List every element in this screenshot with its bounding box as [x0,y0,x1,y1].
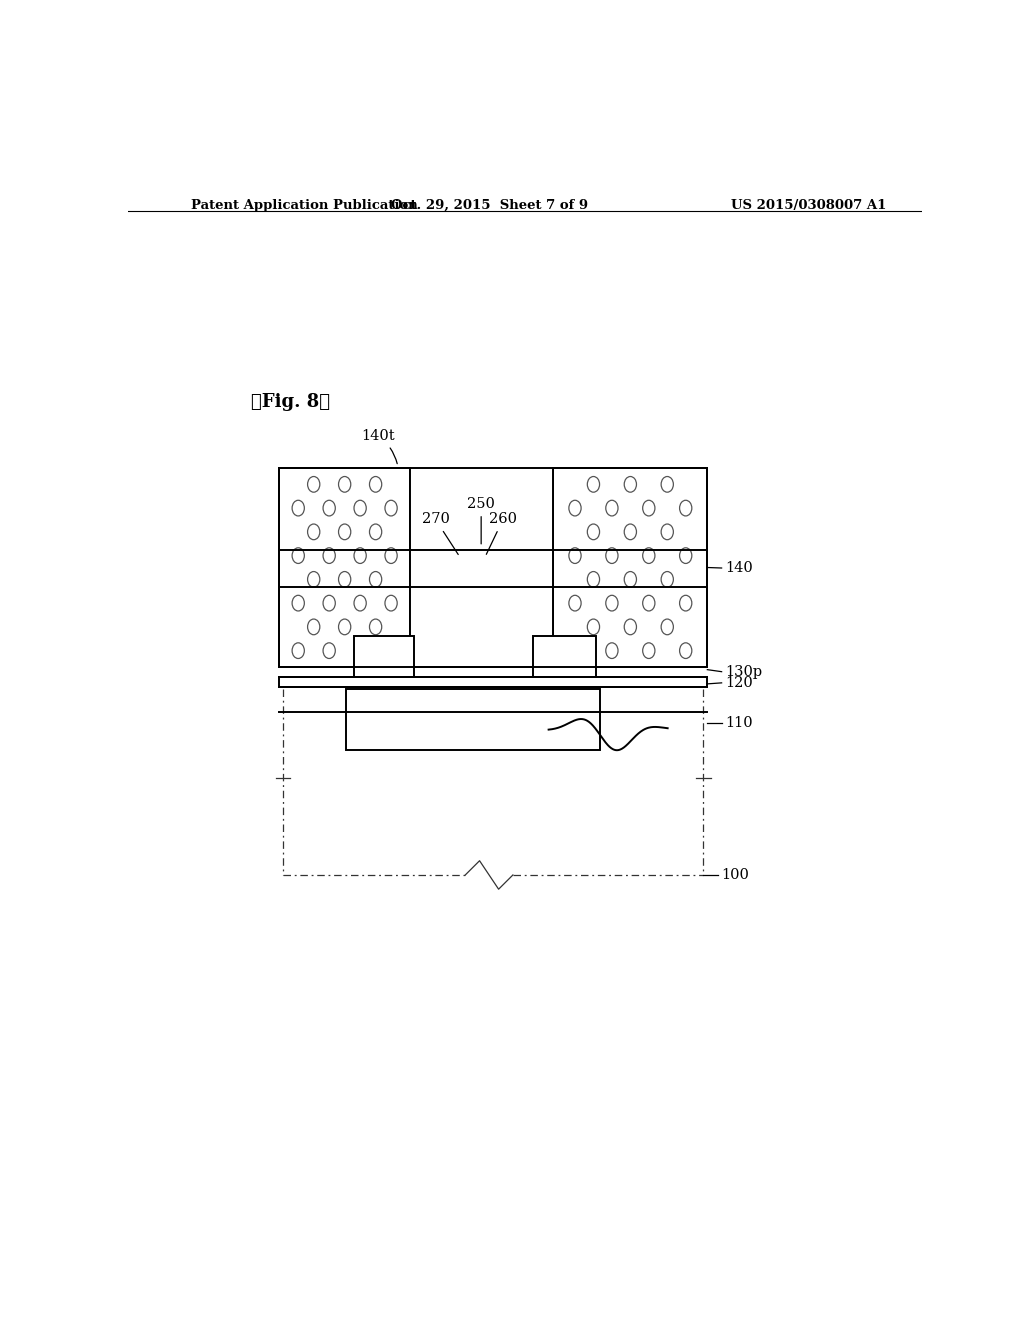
Text: 100: 100 [721,869,749,882]
Text: 140: 140 [725,561,753,576]
Bar [346,689,600,750]
Text: 130p: 130p [725,665,762,678]
Text: Patent Application Publication: Patent Application Publication [191,199,418,213]
Text: Oct. 29, 2015  Sheet 7 of 9: Oct. 29, 2015 Sheet 7 of 9 [390,199,588,213]
Bar [279,469,410,667]
Bar [410,469,553,667]
Bar [279,667,708,677]
Bar [279,677,708,686]
Bar [354,636,414,677]
Text: 260: 260 [486,512,517,554]
Text: 140t: 140t [361,429,397,463]
Bar [553,469,708,667]
Text: 270: 270 [422,512,458,554]
Text: 110: 110 [725,715,753,730]
Bar [532,636,596,677]
Text: 250: 250 [467,498,495,544]
Text: US 2015/0308007 A1: US 2015/0308007 A1 [731,199,887,213]
Text: 120: 120 [725,676,753,690]
Text: 【Fig. 8】: 【Fig. 8】 [251,393,330,412]
